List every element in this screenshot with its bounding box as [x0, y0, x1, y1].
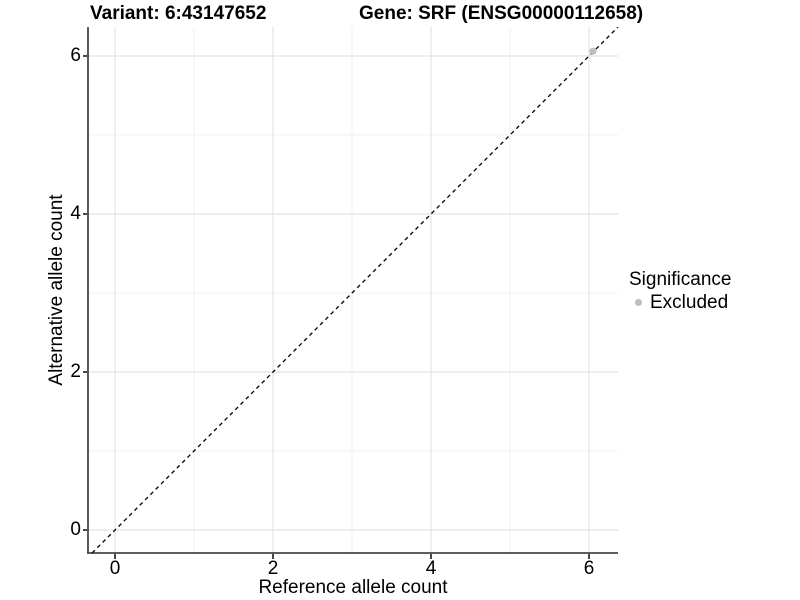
y-tick-label: 4	[70, 202, 81, 224]
legend-item-label: Excluded	[650, 292, 729, 313]
x-axis-title: Reference allele count	[258, 577, 448, 598]
x-tick-label: 2	[267, 558, 279, 579]
identity-line	[91, 27, 619, 554]
y-axis-title: Alternative allele count	[46, 194, 67, 386]
x-tick-label: 6	[583, 558, 595, 579]
y-tick-label: 0	[70, 519, 81, 540]
plot-panel	[83, 27, 619, 559]
legend-key	[629, 299, 648, 306]
plot-title-gene: Gene: SRF (ENSG00000112658)	[359, 3, 644, 24]
legend-title: Significance	[629, 269, 732, 290]
legend-item-excluded: Excluded	[629, 291, 794, 314]
y-tick-label: 6	[70, 44, 81, 66]
legend: Significance Excluded	[629, 269, 794, 314]
y-tick-label: 2	[70, 361, 81, 382]
data-point-excluded	[589, 47, 597, 55]
x-tick-label: 0	[109, 558, 121, 579]
x-tick-label: 4	[425, 558, 437, 579]
legend-dot-icon	[635, 299, 642, 306]
plot-title-variant: Variant: 6:43147652	[90, 3, 267, 24]
